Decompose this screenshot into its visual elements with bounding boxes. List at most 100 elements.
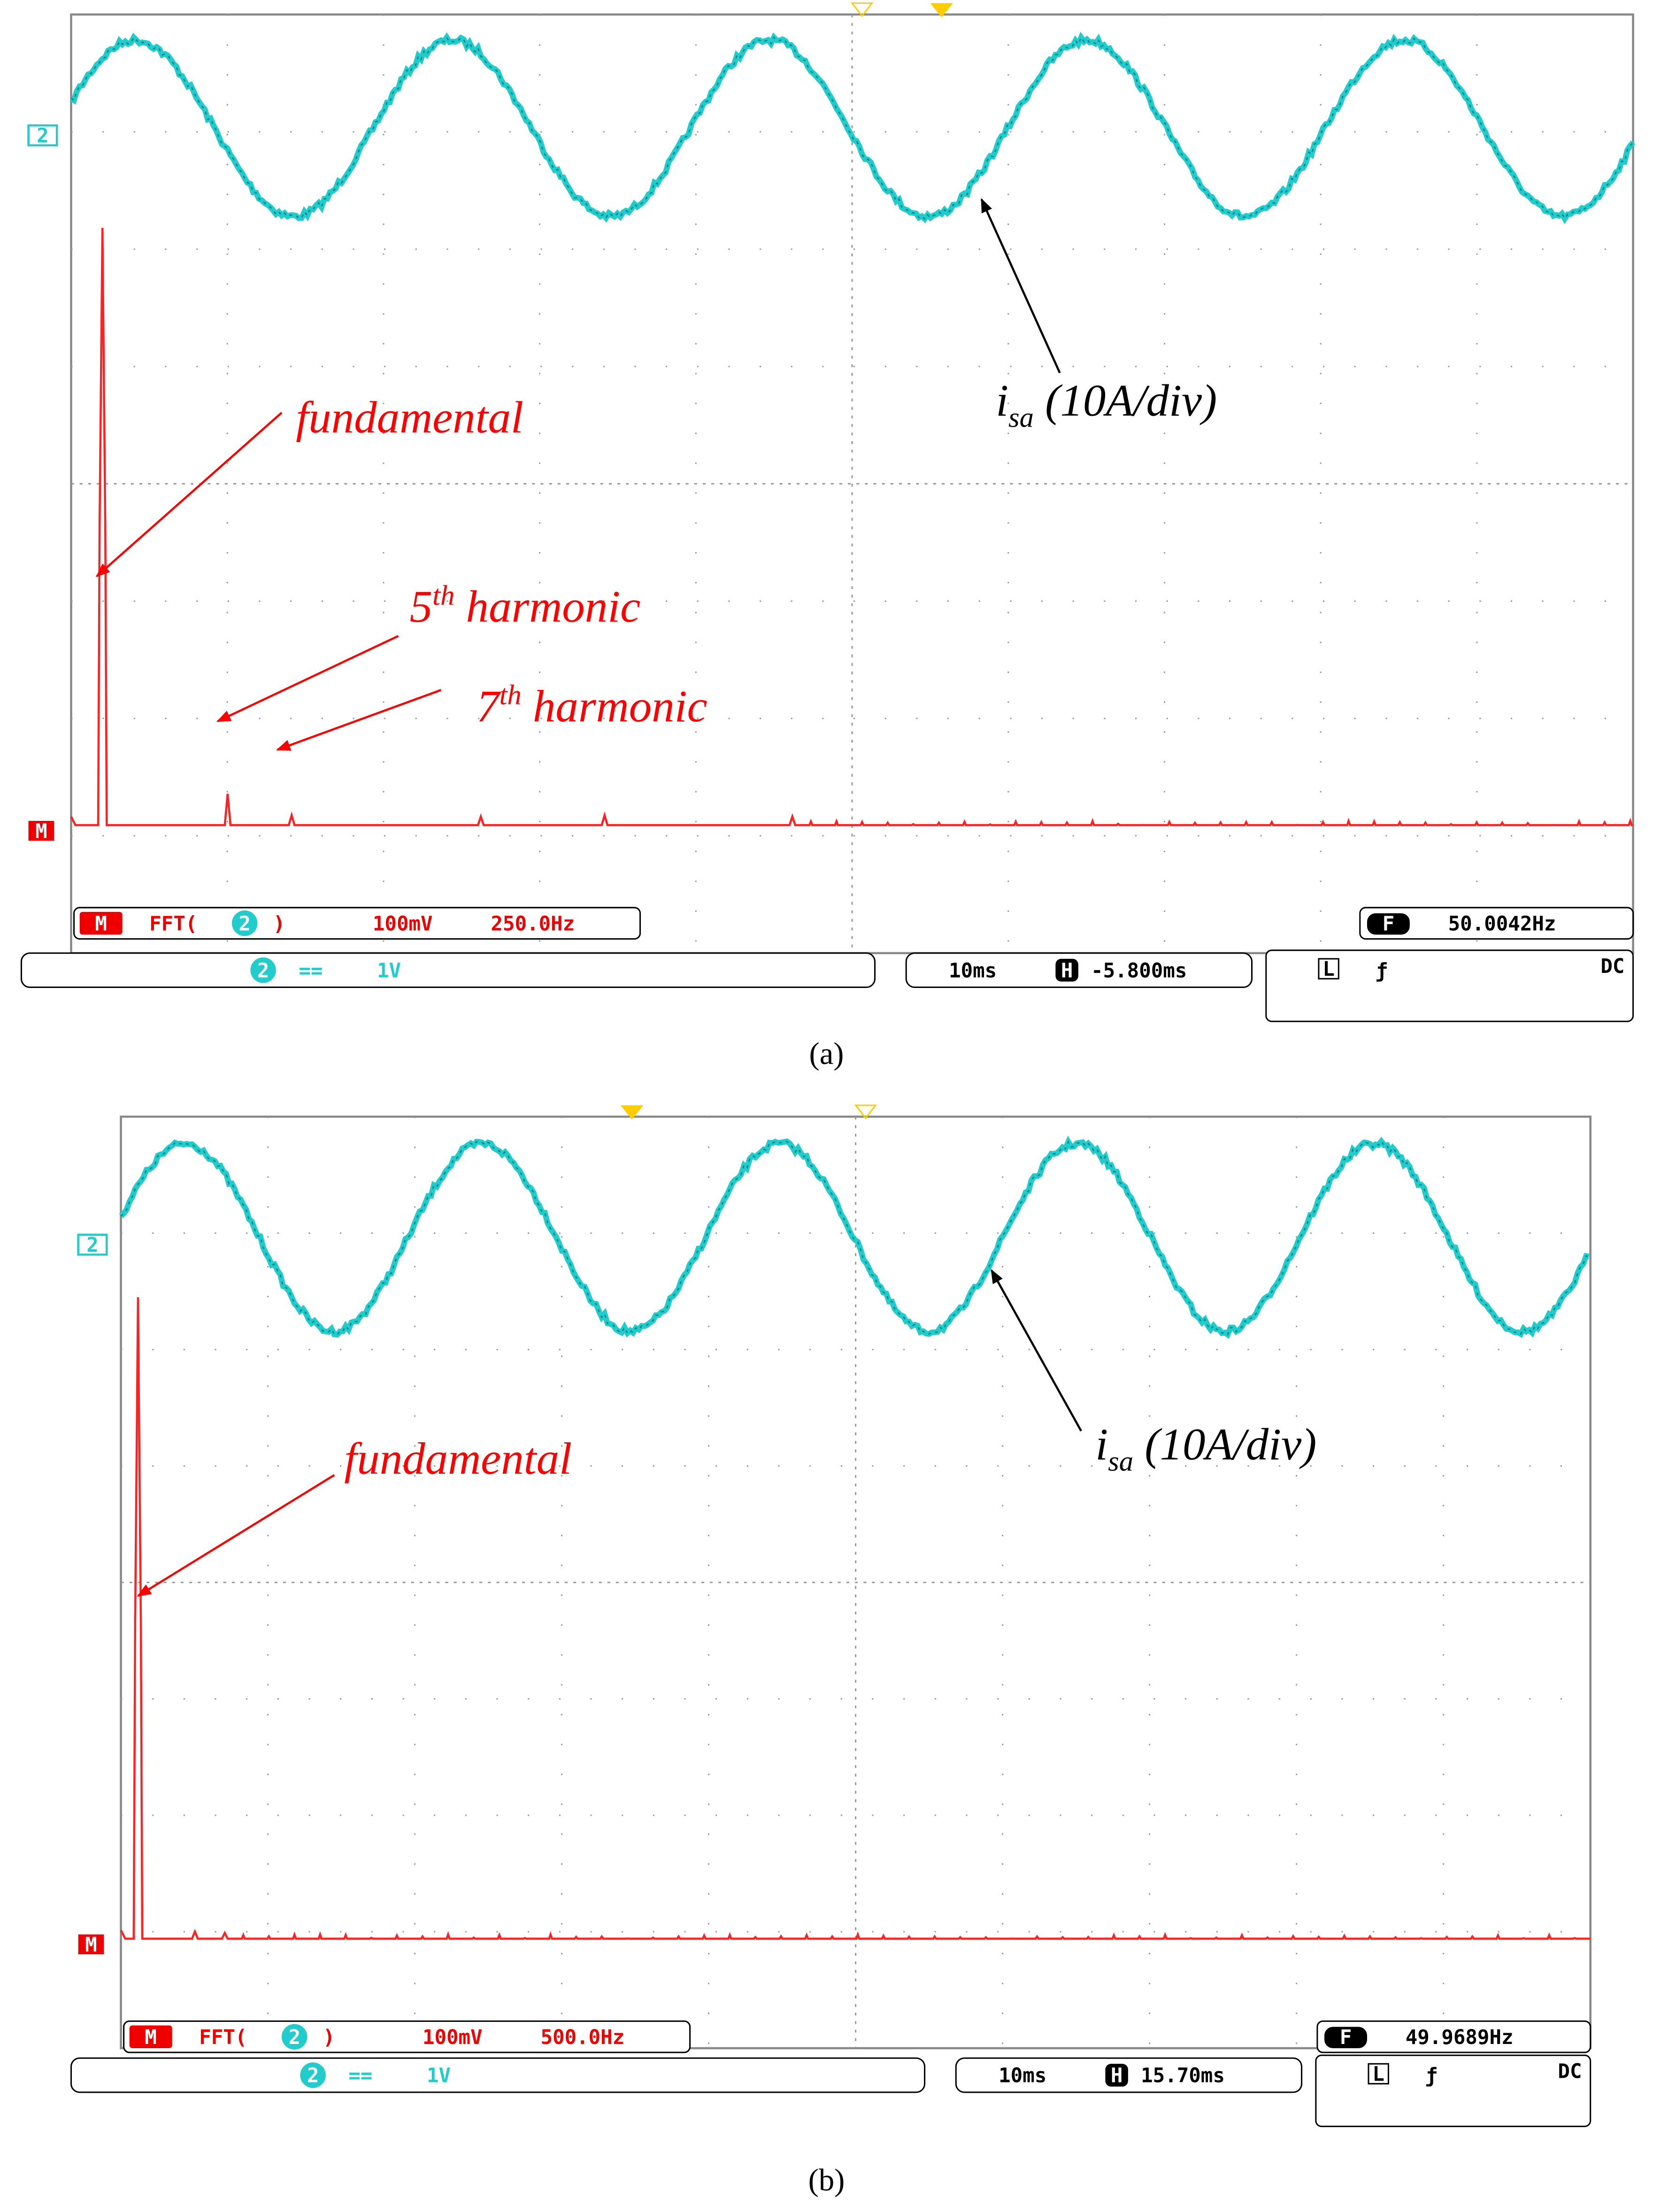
fft-channel-badge xyxy=(231,910,258,936)
fundamental-arrow xyxy=(95,412,283,577)
harmonic-label: 5th harmonic xyxy=(410,580,641,631)
harmonic-number: 5 xyxy=(410,582,432,632)
channel-marker: 2 xyxy=(37,125,49,148)
caption: (b) xyxy=(808,2163,845,2197)
coupling-symbol: == xyxy=(299,959,323,982)
current-label: isa (10A/div) xyxy=(1095,1419,1316,1477)
harmonic-label: 7th harmonic xyxy=(477,679,707,731)
fft-channel: 2 xyxy=(288,2026,300,2049)
volts: 1V xyxy=(427,2065,451,2088)
channel-box xyxy=(20,952,876,988)
fft-close: ) xyxy=(273,912,285,935)
position: 15.70ms xyxy=(1141,2065,1225,2088)
current-waveform-trace xyxy=(120,1140,1589,1336)
fft-channel: 2 xyxy=(238,912,251,935)
fundamental-arrow xyxy=(137,1474,335,1597)
fft-scale: 100mV xyxy=(373,912,433,935)
caption: (a) xyxy=(809,1037,844,1071)
trigger-box xyxy=(1265,949,1634,1022)
current-waveform-trace xyxy=(70,36,1634,220)
harmonic-suffix: th xyxy=(500,679,522,711)
h-badge xyxy=(1055,958,1078,982)
current-label: isa (10A/div) xyxy=(996,375,1217,433)
frequency-badge-label: F xyxy=(1383,912,1395,935)
frequency: 50.0042Hz xyxy=(1448,912,1556,935)
frequency-badge-label: F xyxy=(1340,2026,1352,2049)
fft-label: FFT( xyxy=(149,912,197,935)
fft-scale: 100mV xyxy=(423,2026,483,2049)
harmonic-arrow xyxy=(276,689,442,751)
fft-channel-badge xyxy=(281,2024,308,2050)
trigger-marker xyxy=(620,1105,644,1120)
trigger-marker xyxy=(930,3,953,17)
current-arrow xyxy=(980,198,1061,374)
math-marker-box xyxy=(28,820,54,841)
math-marker-box xyxy=(78,1934,104,1954)
harmonic-text: harmonic xyxy=(522,681,707,731)
timebase: 10ms xyxy=(999,2065,1046,2088)
slope: ƒ xyxy=(1425,2065,1438,2088)
fft-span: 500.0Hz xyxy=(540,2026,624,2049)
math-badge-label: M xyxy=(95,912,107,935)
current-scale: (10A/div) xyxy=(1034,375,1217,425)
math-marker: M xyxy=(85,1934,97,1957)
fundamental-label: fundamental xyxy=(344,1433,572,1484)
frequency-badge xyxy=(1367,913,1410,935)
math-badge xyxy=(129,2025,172,2048)
fft-label: FFT( xyxy=(199,2026,247,2049)
trigger-badge-label: L xyxy=(1322,958,1335,981)
volts: 1V xyxy=(377,959,401,982)
frequency-box xyxy=(1316,2020,1591,2053)
channel-badge xyxy=(250,957,276,983)
fundamental-label: fundamental xyxy=(296,392,523,443)
harmonic-suffix: th xyxy=(432,580,454,611)
frequency-badge xyxy=(1324,2027,1367,2048)
timebase-box xyxy=(905,952,1253,988)
timebase-box xyxy=(955,2057,1303,2093)
h-badge-label: H xyxy=(1111,2065,1123,2088)
scope-panel: 2 M M FFT( 2) 100mV 250.0Hz F 50.0042Hz 2 == 1V 10ms… xyxy=(20,2,1636,1071)
trigger-badge xyxy=(1318,958,1339,980)
position: -5.800ms xyxy=(1091,959,1187,982)
trigger-box xyxy=(1315,2054,1591,2128)
channel: 2 xyxy=(257,959,269,982)
fft-span: 250.0Hz xyxy=(491,912,575,935)
coupling-symbol: == xyxy=(348,2065,372,2088)
coupling: DC xyxy=(1600,955,1624,978)
harmonic-arrow xyxy=(216,635,399,722)
trigger-badge xyxy=(1368,2063,1389,2085)
math-marker: M xyxy=(35,820,47,843)
slope: ƒ xyxy=(1376,959,1388,982)
math-badge xyxy=(79,911,123,935)
h-badge xyxy=(1105,2064,1128,2087)
fft-trace xyxy=(70,228,1633,827)
scope-panel: 2 M M FFT( 2) 100mV 500.0Hz F 49.9689Hz 2 == 1V 10ms… xyxy=(70,1104,1591,2197)
channel-badge xyxy=(300,2062,326,2088)
channel-marker: 2 xyxy=(86,1234,99,1257)
h-badge-label: H xyxy=(1061,959,1073,982)
harmonic-number: 7 xyxy=(477,681,501,731)
current-subscript: sa xyxy=(1008,402,1034,434)
trigger-marker xyxy=(854,1104,877,1119)
math-badge-label: M xyxy=(145,2026,157,2049)
trigger-badge-label: L xyxy=(1372,2063,1384,2086)
channel-marker-box xyxy=(27,124,58,146)
fft-status-box xyxy=(123,2020,691,2053)
fft-trace xyxy=(120,1297,1591,1940)
coupling: DC xyxy=(1558,2060,1582,2083)
frequency: 49.9689Hz xyxy=(1406,2026,1514,2049)
frequency-box xyxy=(1359,907,1634,940)
channel-box xyxy=(70,2057,926,2093)
current-subscript: sa xyxy=(1108,1446,1133,1477)
channel-marker-box xyxy=(77,1233,108,1256)
current-scale: (10A/div) xyxy=(1133,1419,1316,1469)
current-arrow xyxy=(991,1269,1082,1431)
trigger-marker xyxy=(850,2,874,17)
channel: 2 xyxy=(307,2065,319,2088)
fft-close: ) xyxy=(323,2026,335,2049)
timebase: 10ms xyxy=(949,959,997,982)
current-symbol: i xyxy=(996,375,1008,425)
fft-status-box xyxy=(73,907,641,940)
